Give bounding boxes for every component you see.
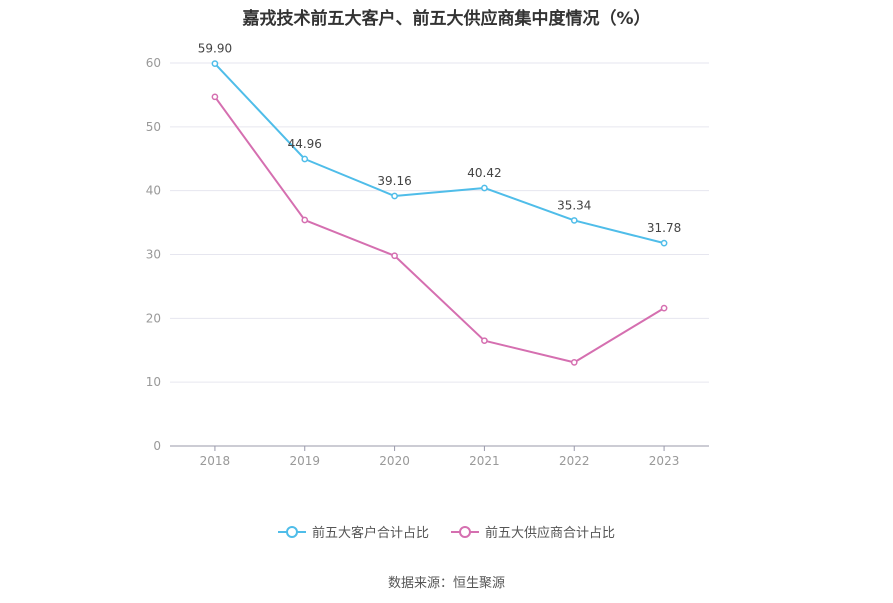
series-lines [211, 60, 668, 366]
x-tick-label: 2019 [289, 454, 320, 468]
y-tick-label: 10 [146, 375, 161, 389]
y-tick-label: 40 [146, 184, 161, 198]
legend-label-customers: 前五大客户合计占比 [311, 526, 429, 541]
legend-label-suppliers: 前五大供应商合计占比 [485, 526, 616, 541]
chart-title: 嘉戎技术前五大客户、前五大供应商集中度情况（%） [242, 9, 651, 29]
data-point[interactable] [660, 239, 668, 247]
data-point[interactable] [570, 359, 578, 366]
data-point[interactable] [301, 155, 309, 163]
x-tick-label: 2022 [559, 454, 590, 468]
grid [170, 62, 709, 383]
x-tick-label: 2018 [200, 454, 231, 468]
data-point[interactable] [211, 60, 219, 67]
data-label: 39.16 [377, 174, 411, 188]
data-point[interactable] [570, 217, 578, 224]
y-tick-label: 30 [146, 248, 161, 262]
data-label: 40.42 [467, 166, 501, 180]
data-label: 31.78 [647, 221, 681, 235]
data-point[interactable] [211, 93, 219, 101]
axes: 0 10 20 30 40 50 60 2018 2019 2020 2021 2022 2023 [146, 56, 709, 468]
legend-item-suppliers[interactable]: 前五大供应商合计占比 [451, 522, 615, 541]
data-source: 数据来源：恒生聚源 [387, 576, 505, 591]
data-point[interactable] [391, 252, 398, 260]
legend-marker-suppliers [451, 525, 479, 538]
data-point[interactable] [481, 184, 488, 192]
data-point[interactable] [481, 337, 488, 345]
legend: 前五大客户合计占比 前五大供应商合计占比 [0, 522, 893, 541]
data-label: 35.34 [557, 198, 591, 212]
legend-marker-customers [277, 525, 306, 538]
y-tick-label: 50 [146, 120, 161, 134]
x-tick-label: 2020 [379, 454, 410, 468]
data-labels: 59.90 44.96 39.16 40.42 35.34 31.78 [198, 42, 682, 235]
data-label: 59.90 [198, 42, 232, 56]
x-tick-label: 2021 [469, 454, 500, 468]
data-point[interactable] [301, 216, 309, 224]
series-line-1 [214, 96, 665, 364]
x-tick-label: 2023 [649, 454, 680, 468]
series-line-0 [214, 62, 665, 245]
data-label: 44.96 [288, 137, 322, 151]
legend-item-customers[interactable]: 前五大客户合计占比 [277, 522, 429, 541]
y-tick-label: 0 [153, 439, 161, 453]
data-point[interactable] [391, 192, 398, 200]
data-point[interactable] [660, 304, 668, 312]
y-tick-label: 60 [146, 56, 161, 70]
y-tick-label: 20 [146, 311, 161, 325]
